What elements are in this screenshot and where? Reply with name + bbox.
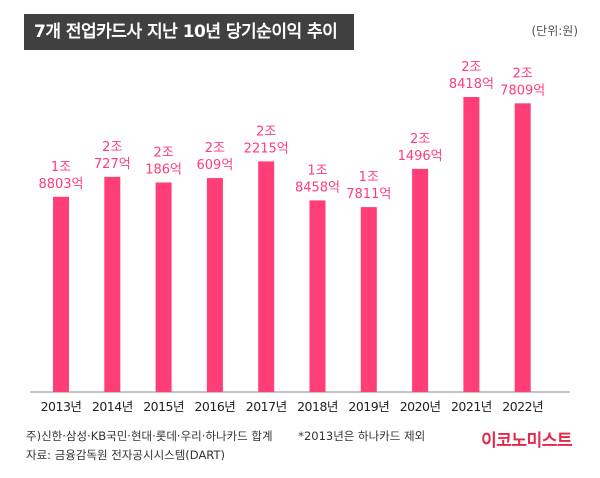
x-tick-label-2017년: 2017년 xyxy=(246,399,287,414)
bar-2019년 xyxy=(360,207,377,392)
data-label-2016년-jo: 2조 xyxy=(205,141,225,156)
data-label-2019년-eok: 7811억 xyxy=(346,187,391,202)
exclusion-note: *2013년은 하나카드 제외 xyxy=(298,429,426,443)
brand-logo: 이코노미스트 xyxy=(481,431,572,451)
footer: 주)신한·삼성·KB국민·현대·롯데·우리·하나카드 합계 *2013년은 하나… xyxy=(26,427,425,465)
x-tick-label-2016년: 2016년 xyxy=(194,399,235,414)
source-companies-note: 주)신한·삼성·KB국민·현대·롯데·우리·하나카드 합계 xyxy=(26,429,273,443)
data-label-2020년-eok: 1496억 xyxy=(398,149,443,164)
data-label-2021년-eok: 8418억 xyxy=(449,77,494,92)
bar-2013년 xyxy=(53,196,69,392)
bar-2015년 xyxy=(155,182,172,392)
data-label-2015년-eok: 186억 xyxy=(145,162,182,177)
x-tick-label-2015년: 2015년 xyxy=(143,399,184,414)
bar-2017년 xyxy=(258,161,275,392)
x-tick-label-2013년: 2013년 xyxy=(41,399,82,414)
bar-2022년 xyxy=(514,103,531,393)
data-label-2014년-eok: 727억 xyxy=(94,157,131,172)
data-label-2015년-jo: 2조 xyxy=(153,145,173,160)
data-label-2018년-jo: 1조 xyxy=(307,163,327,178)
x-tick-label-2019년: 2019년 xyxy=(348,399,389,414)
data-label-2022년-eok: 7809억 xyxy=(500,83,545,98)
data-label-2013년-jo: 1조 xyxy=(51,160,71,175)
x-tick-label-2022년: 2022년 xyxy=(502,399,543,414)
data-label-2019년-jo: 1조 xyxy=(359,170,379,185)
bar-2021년 xyxy=(463,97,480,392)
data-label-2017년-jo: 2조 xyxy=(256,124,276,139)
unit-label: (단위:원) xyxy=(531,24,578,38)
data-label-2013년-eok: 8803억 xyxy=(38,177,83,192)
data-label-2018년-eok: 8458억 xyxy=(295,180,340,195)
bar-2020년 xyxy=(412,168,429,392)
data-label-2020년-jo: 2조 xyxy=(410,132,430,147)
data-label-2014년-jo: 2조 xyxy=(102,140,122,155)
x-tick-label-2021년: 2021년 xyxy=(451,399,492,414)
bar-2018년 xyxy=(309,200,326,392)
x-tick-label-2014년: 2014년 xyxy=(92,399,133,414)
data-label-2016년-eok: 609억 xyxy=(197,158,234,173)
data-label-2017년-eok: 2215억 xyxy=(244,141,289,156)
bar-2016년 xyxy=(206,178,223,392)
data-label-2022년-jo: 2조 xyxy=(513,66,533,81)
x-tick-label-2020년: 2020년 xyxy=(400,399,441,414)
data-label-2021년-jo: 2조 xyxy=(461,60,481,75)
bar-chart: 1조 8803억 2013년 2조 727억 2014년 2조 186억 2015년 2조 609억… xyxy=(30,60,570,414)
bar-2014년 xyxy=(104,176,121,392)
x-tick-label-2018년: 2018년 xyxy=(297,399,338,414)
data-source: 자료: 금융감독원 전자공시시스템(DART) xyxy=(26,448,225,462)
chart-title: 7개 전업카드사 지난 10년 당기순이익 추이 xyxy=(24,14,354,50)
